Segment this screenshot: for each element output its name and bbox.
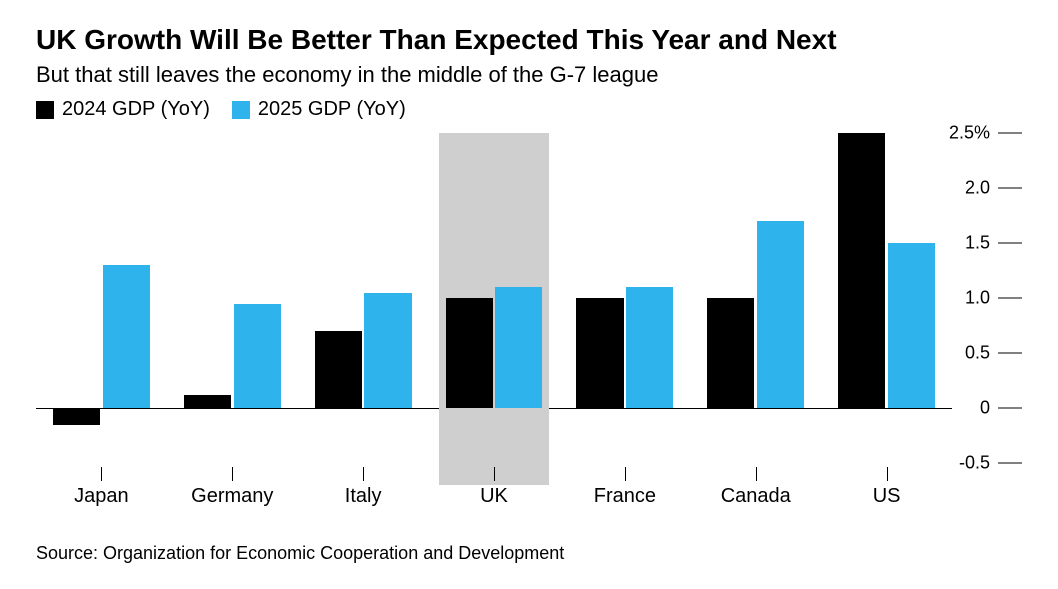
bar-group: Japan: [36, 133, 167, 463]
legend-swatch-2024: [36, 101, 54, 119]
bar-group: Germany: [167, 133, 298, 463]
bar-group: Italy: [298, 133, 429, 463]
x-axis-label: US: [821, 485, 952, 508]
y-tick-label: -0.5: [956, 453, 990, 474]
x-axis-label: Japan: [36, 485, 167, 508]
y-tick-label: 1.0: [956, 288, 990, 309]
x-axis-label: Germany: [167, 485, 298, 508]
x-tick-mark: [887, 467, 888, 481]
legend-swatch-2025: [232, 101, 250, 119]
bar-2025: [626, 287, 673, 408]
legend-item-2025: 2025 GDP (YoY): [232, 98, 406, 121]
y-tick: 0: [956, 398, 1022, 419]
y-tick-mark: [998, 408, 1022, 409]
y-tick-label: 2.5%: [949, 123, 990, 144]
bar-group: UK: [429, 133, 560, 463]
bar-2024: [838, 133, 885, 408]
bar-2025: [234, 304, 281, 409]
x-axis-label: Canada: [690, 485, 821, 508]
x-axis-label: France: [559, 485, 690, 508]
bar-2025: [495, 287, 542, 408]
bar-2024: [576, 298, 623, 408]
legend: 2024 GDP (YoY) 2025 GDP (YoY): [36, 98, 1022, 121]
source-text: Source: Organization for Economic Cooper…: [36, 543, 1022, 564]
y-tick-mark: [998, 133, 1022, 134]
y-tick-label: 0: [956, 398, 990, 419]
x-tick-mark: [625, 467, 626, 481]
x-axis-label: Italy: [298, 485, 429, 508]
y-tick: 1.5: [956, 233, 1022, 254]
y-tick: 2.0: [956, 178, 1022, 199]
legend-label-2025: 2025 GDP (YoY): [258, 98, 406, 121]
y-axis: -0.500.51.01.52.02.5%: [952, 133, 1022, 463]
bar-2024: [53, 408, 100, 425]
bar-2024: [315, 331, 362, 408]
legend-item-2024: 2024 GDP (YoY): [36, 98, 210, 121]
bar-2024: [446, 298, 493, 408]
x-tick-mark: [756, 467, 757, 481]
bar-2024: [707, 298, 754, 408]
bar-group: Canada: [690, 133, 821, 463]
y-tick-label: 2.0: [956, 178, 990, 199]
y-tick: 2.5%: [949, 123, 1022, 144]
bar-2024: [184, 395, 231, 408]
y-tick-mark: [998, 243, 1022, 244]
chart: JapanGermanyItalyUKFranceCanadaUS -0.500…: [36, 133, 1022, 513]
y-tick-mark: [998, 463, 1022, 464]
bar-groups: JapanGermanyItalyUKFranceCanadaUS: [36, 133, 952, 463]
chart-title: UK Growth Will Be Better Than Expected T…: [36, 24, 1022, 56]
bar-2025: [103, 265, 150, 408]
chart-subtitle: But that still leaves the economy in the…: [36, 62, 1022, 88]
y-tick: 0.5: [956, 343, 1022, 364]
y-tick-mark: [998, 188, 1022, 189]
x-axis-label: UK: [429, 485, 560, 508]
legend-label-2024: 2024 GDP (YoY): [62, 98, 210, 121]
bar-group: France: [559, 133, 690, 463]
plot-area: JapanGermanyItalyUKFranceCanadaUS: [36, 133, 952, 463]
x-tick-mark: [494, 467, 495, 481]
bar-2025: [364, 293, 411, 409]
bar-2025: [888, 243, 935, 408]
y-tick: -0.5: [956, 453, 1022, 474]
y-tick-label: 0.5: [956, 343, 990, 364]
x-tick-mark: [101, 467, 102, 481]
y-tick-mark: [998, 298, 1022, 299]
y-tick: 1.0: [956, 288, 1022, 309]
y-tick-label: 1.5: [956, 233, 990, 254]
bar-2025: [757, 221, 804, 408]
x-tick-mark: [232, 467, 233, 481]
y-tick-mark: [998, 353, 1022, 354]
x-tick-mark: [363, 467, 364, 481]
bar-group: US: [821, 133, 952, 463]
